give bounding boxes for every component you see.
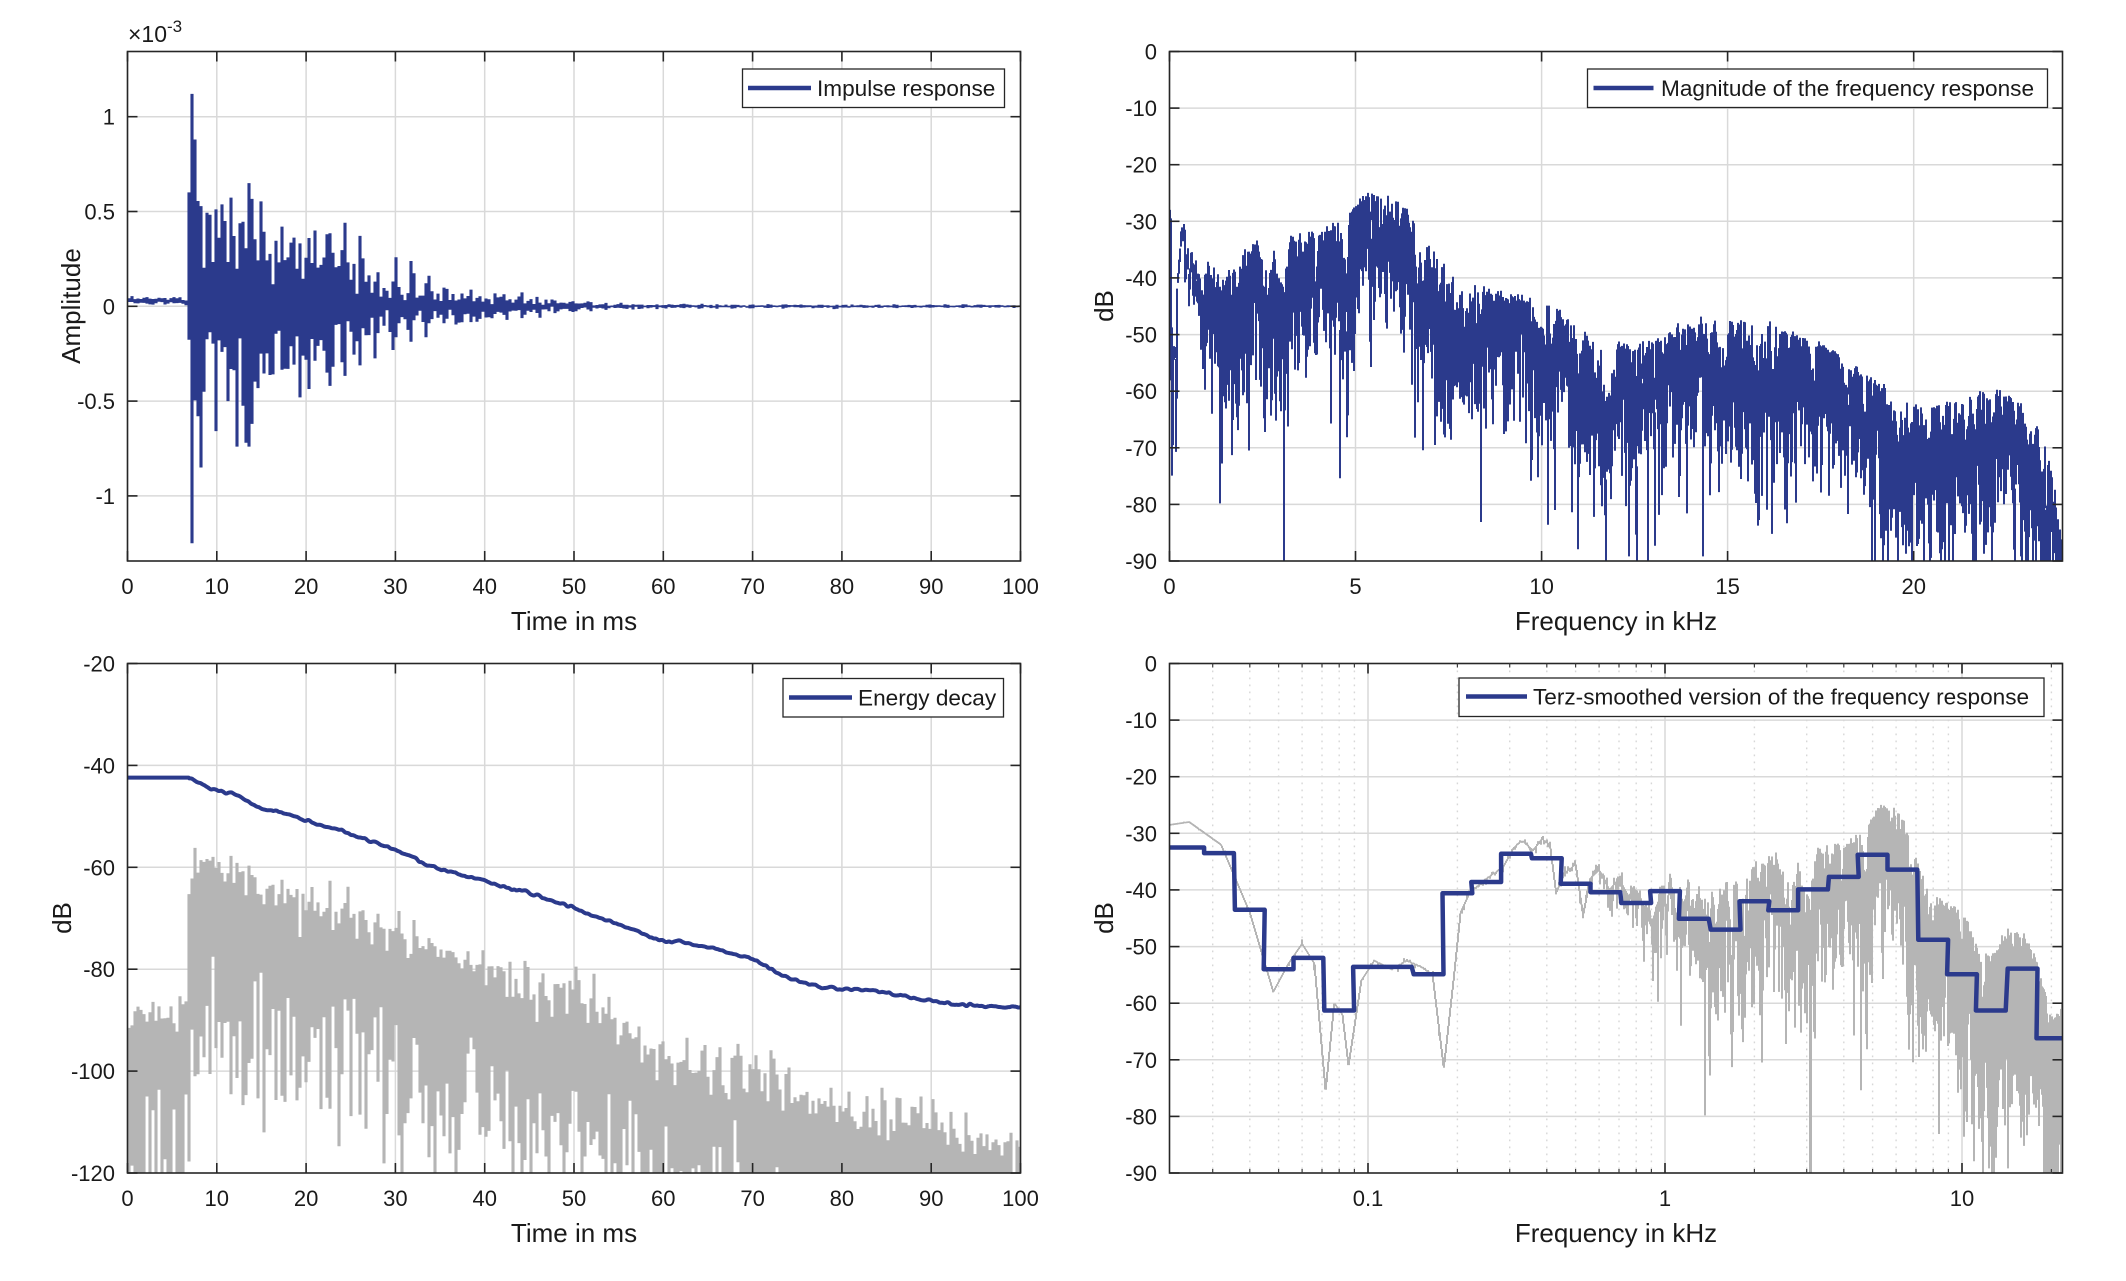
svg-text:1: 1: [1659, 1186, 1671, 1211]
svg-text:Frequency in kHz: Frequency in kHz: [1515, 606, 1717, 636]
svg-text:-20: -20: [1125, 153, 1157, 178]
svg-text:Frequency in kHz: Frequency in kHz: [1515, 1218, 1717, 1248]
svg-text:15: 15: [1715, 574, 1739, 599]
svg-text:0.1: 0.1: [1353, 1186, 1384, 1211]
svg-text:20: 20: [1901, 574, 1925, 599]
svg-text:90: 90: [919, 574, 943, 599]
svg-text:100: 100: [1002, 574, 1039, 599]
svg-text:1: 1: [103, 105, 115, 130]
svg-text:60: 60: [651, 1186, 675, 1211]
svg-text:-120: -120: [71, 1161, 115, 1186]
svg-text:-1: -1: [95, 484, 115, 509]
svg-text:Impulse response: Impulse response: [817, 76, 995, 101]
svg-text:-10: -10: [1125, 96, 1157, 121]
svg-text:-20: -20: [83, 652, 115, 677]
svg-text:-50: -50: [1125, 323, 1157, 348]
svg-text:-0.5: -0.5: [77, 389, 115, 414]
svg-text:-60: -60: [1125, 379, 1157, 404]
svg-text:40: 40: [472, 1186, 496, 1211]
svg-text:90: 90: [919, 1186, 943, 1211]
svg-text:-70: -70: [1125, 436, 1157, 461]
svg-text:0: 0: [1145, 652, 1157, 677]
svg-text:-50: -50: [1125, 935, 1157, 960]
svg-text:Energy decay: Energy decay: [858, 686, 997, 711]
svg-text:70: 70: [740, 1186, 764, 1211]
svg-text:10: 10: [1950, 1186, 1974, 1211]
svg-text:70: 70: [740, 574, 764, 599]
svg-text:-40: -40: [1125, 266, 1157, 291]
svg-text:-40: -40: [1125, 878, 1157, 903]
svg-text:Time in ms: Time in ms: [511, 1218, 637, 1248]
svg-text:5: 5: [1349, 574, 1361, 599]
svg-text:10: 10: [205, 574, 229, 599]
svg-text:0.5: 0.5: [84, 200, 115, 225]
svg-text:-60: -60: [83, 855, 115, 880]
svg-text:-90: -90: [1125, 1161, 1157, 1186]
svg-text:-70: -70: [1125, 1048, 1157, 1073]
svg-text:Amplitude: Amplitude: [56, 248, 86, 364]
svg-text:-80: -80: [83, 957, 115, 982]
svg-text:-80: -80: [1125, 1104, 1157, 1129]
svg-text:Magnitude of the frequency res: Magnitude of the frequency response: [1661, 76, 2034, 101]
svg-text:80: 80: [830, 1186, 854, 1211]
svg-text:Terz-smoothed version of the f: Terz-smoothed version of the frequency r…: [1533, 685, 2029, 710]
svg-text:100: 100: [1002, 1186, 1039, 1211]
svg-text:50: 50: [562, 1186, 586, 1211]
svg-text:0: 0: [121, 1186, 133, 1211]
svg-text:-30: -30: [1125, 821, 1157, 846]
svg-text:40: 40: [472, 574, 496, 599]
svg-text:Time in ms: Time in ms: [511, 606, 637, 636]
svg-text:-30: -30: [1125, 209, 1157, 234]
svg-text:-10: -10: [1125, 708, 1157, 733]
svg-text:0: 0: [121, 574, 133, 599]
svg-text:-100: -100: [71, 1059, 115, 1084]
svg-text:×10-3: ×10-3: [128, 17, 182, 47]
svg-text:60: 60: [651, 574, 675, 599]
svg-text:20: 20: [294, 574, 318, 599]
svg-text:-90: -90: [1125, 549, 1157, 574]
svg-text:50: 50: [562, 574, 586, 599]
svg-text:20: 20: [294, 1186, 318, 1211]
svg-text:10: 10: [205, 1186, 229, 1211]
svg-text:-40: -40: [83, 753, 115, 778]
svg-text:-20: -20: [1125, 765, 1157, 790]
svg-text:0: 0: [1163, 574, 1175, 599]
svg-text:-80: -80: [1125, 492, 1157, 517]
svg-text:80: 80: [830, 574, 854, 599]
svg-text:dB: dB: [47, 902, 77, 934]
svg-text:0: 0: [103, 294, 115, 319]
svg-text:30: 30: [383, 1186, 407, 1211]
svg-text:dB: dB: [1089, 290, 1119, 322]
svg-text:10: 10: [1529, 574, 1553, 599]
svg-text:0: 0: [1145, 40, 1157, 65]
svg-text:dB: dB: [1089, 902, 1119, 934]
svg-text:30: 30: [383, 574, 407, 599]
svg-text:-60: -60: [1125, 991, 1157, 1016]
